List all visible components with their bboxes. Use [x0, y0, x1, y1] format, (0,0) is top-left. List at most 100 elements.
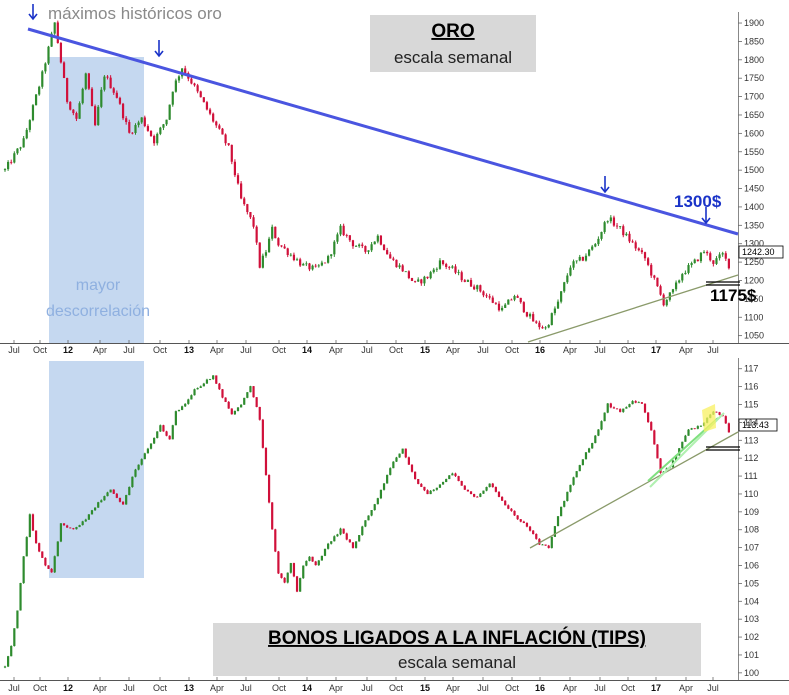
candle-body [420, 483, 423, 487]
candle-body [647, 412, 650, 423]
candle-body [653, 275, 656, 278]
candle-body [401, 265, 404, 272]
candle-body [190, 395, 193, 400]
candle-body [575, 471, 578, 478]
gold-support-line [527, 274, 739, 343]
candle-body [333, 536, 336, 542]
candle-body [125, 118, 128, 123]
y-tick-label: 1800 [744, 55, 764, 65]
candle-body [622, 226, 625, 236]
candle-body [227, 143, 230, 145]
x-tick-label: Jul [240, 683, 252, 693]
candle-body [510, 508, 513, 511]
candle-body [389, 468, 392, 475]
candle-body [280, 245, 283, 247]
candle-body [16, 148, 19, 154]
candle-body [87, 514, 90, 520]
candle-body [569, 484, 572, 492]
candle-body [699, 252, 703, 262]
candle-body [637, 248, 640, 251]
candle-body [640, 402, 644, 404]
candle-body [398, 265, 401, 268]
candle-body [274, 529, 277, 552]
y-tick-label: 105 [744, 578, 759, 588]
x-tick-label: Jul [477, 683, 489, 693]
x-tick-label: 17 [651, 345, 661, 355]
candle-body [7, 161, 10, 170]
candle-body [283, 577, 286, 583]
candle-body [295, 576, 299, 592]
y-tick-label: 1850 [744, 36, 764, 46]
candle-body [376, 235, 379, 242]
candle-body [177, 76, 181, 81]
candle-body [19, 582, 22, 611]
candle-body [320, 555, 323, 561]
candle-body [112, 88, 115, 93]
candle-body [146, 448, 150, 454]
candle-body [560, 506, 563, 517]
candle-body [292, 563, 296, 577]
level-1300-label: 1300$ [674, 192, 722, 211]
candle-body [566, 275, 569, 283]
candle-body [41, 551, 44, 558]
candle-body [348, 539, 351, 543]
candle-body [491, 297, 494, 303]
candle-body [445, 264, 448, 267]
candle-body [500, 307, 504, 311]
y-tick-label: 1500 [744, 165, 764, 175]
candle-body [34, 94, 38, 106]
candle-body [488, 296, 491, 298]
candle-body [121, 501, 125, 505]
candle-body [243, 198, 246, 205]
candle-body [454, 266, 457, 273]
candle-body [553, 526, 557, 537]
y-tick-label: 1050 [744, 331, 764, 341]
candle-body [103, 76, 106, 90]
candle-body [345, 235, 348, 236]
candle-body [10, 161, 13, 163]
candle-body [283, 246, 286, 249]
candle-body [721, 253, 724, 255]
candle-body [252, 386, 255, 398]
candle-body [75, 527, 78, 530]
candle-body [78, 525, 81, 528]
candle-body [392, 461, 395, 469]
x-tick-label: 16 [535, 345, 545, 355]
x-tick-label: Apr [93, 683, 107, 693]
candle-body [295, 259, 299, 261]
y-tick-label: 1900 [744, 18, 764, 28]
x-tick-label: 15 [420, 345, 430, 355]
candle-body [696, 259, 699, 262]
candle-body [339, 528, 342, 535]
candle-body [149, 443, 153, 449]
candle-body [93, 507, 97, 511]
candle-body [302, 263, 305, 266]
candle-body [702, 251, 706, 253]
candle-body [373, 504, 376, 510]
candle-body [591, 246, 594, 250]
candle-body [619, 226, 622, 227]
y-tick-label: 1750 [744, 73, 764, 83]
candle-body [435, 487, 438, 490]
candle-body [336, 534, 339, 537]
candle-body [429, 490, 432, 495]
candle-body [479, 285, 482, 292]
x-tick-label: Apr [329, 683, 343, 693]
y-tick-label: 112 [744, 453, 758, 463]
candle-body [566, 491, 569, 501]
candle-body [199, 91, 202, 98]
tips-support-line [529, 431, 739, 549]
candle-body [212, 375, 215, 380]
candle-body [684, 272, 687, 275]
candle-body [140, 459, 143, 465]
candle-body [466, 280, 470, 282]
candle-body [153, 136, 156, 144]
x-tick-label: Oct [153, 683, 168, 693]
candle-body [115, 92, 118, 98]
y-tick-label: 117 [744, 364, 758, 374]
x-tick-label: Jul [8, 345, 20, 355]
candle-body [597, 238, 600, 245]
candle-body [59, 523, 63, 542]
candle-body [426, 276, 429, 279]
